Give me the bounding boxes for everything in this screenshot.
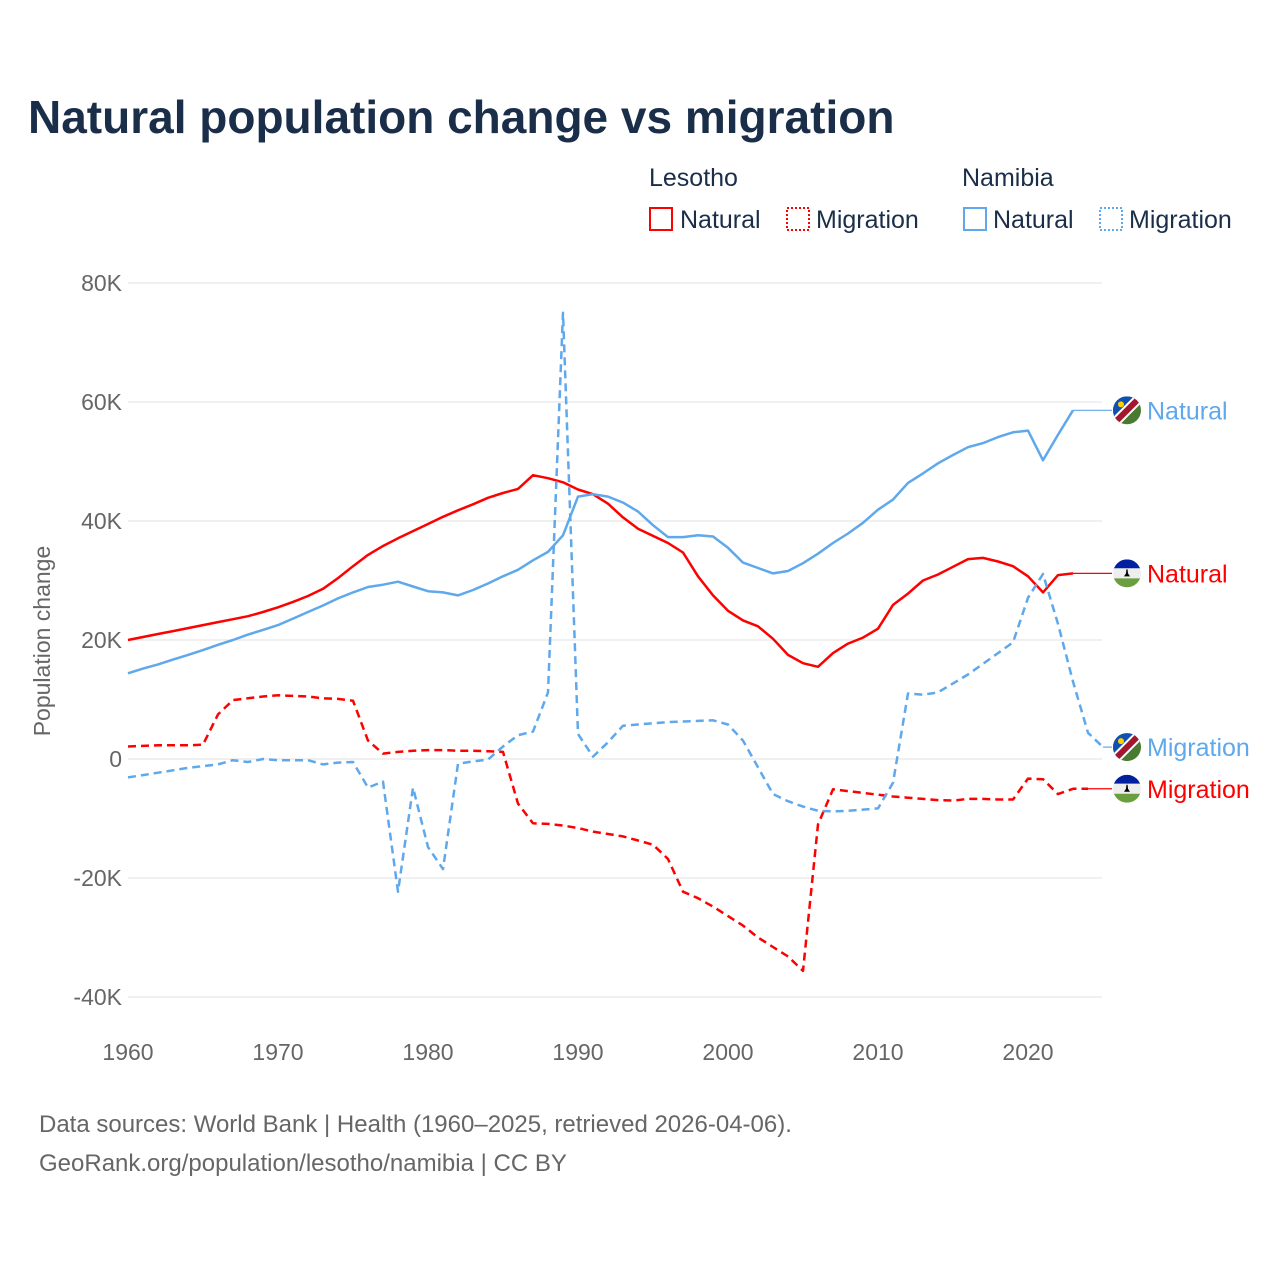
x-tick-label: 1990 [552, 1039, 603, 1065]
x-axis: 1960 1970 1980 1990 2000 2010 2020 [102, 1039, 1053, 1065]
y-tick-label: -40K [73, 984, 122, 1010]
legend-item-lesotho-natural[interactable]: Natural [680, 206, 761, 234]
namibia-flag-icon [1113, 733, 1141, 762]
series-line-namibia-natural[interactable] [127, 409, 1075, 675]
y-tick-label: 0 [109, 746, 122, 772]
legend-swatch-namibia-natural [963, 207, 987, 231]
chart-title: Natural population change vs migration [28, 91, 894, 143]
x-tick-label: 2010 [852, 1039, 903, 1065]
x-tick-label: 1980 [402, 1039, 453, 1065]
series-line-namibia-migration[interactable] [127, 311, 1104, 893]
series-lines [127, 311, 1104, 973]
legend-item-lesotho-migration[interactable]: Migration [816, 206, 919, 234]
footer-attribution[interactable]: GeoRank.org/population/lesotho/namibia |… [39, 1150, 567, 1177]
y-axis-label: Population change [29, 546, 55, 737]
y-tick-label: 80K [81, 270, 123, 296]
end-label-lesotho-natural: Natural [1147, 560, 1228, 588]
y-tick-label: 60K [81, 389, 123, 415]
end-label-namibia-migration: Migration [1147, 734, 1250, 762]
end-label-namibia-natural: Natural [1147, 397, 1228, 425]
y-tick-label: 20K [81, 627, 123, 653]
lesotho-flag-icon [1113, 774, 1141, 803]
y-tick-label: -20K [73, 865, 122, 891]
legend-swatch-lesotho-natural [649, 207, 673, 231]
gridlines [128, 282, 1102, 998]
legend-group-lesotho: Lesotho [649, 164, 738, 192]
namibia-flag-icon [1113, 396, 1141, 425]
legend-item-namibia-natural[interactable]: Natural [993, 206, 1074, 234]
footer-sources: Data sources: World Bank | Health (1960–… [39, 1111, 792, 1138]
x-tick-label: 2020 [1002, 1039, 1053, 1065]
legend-swatch-namibia-migration [1099, 207, 1123, 231]
y-tick-label: 40K [81, 508, 123, 534]
legend-group-namibia: Namibia [962, 164, 1054, 192]
x-tick-label: 2000 [702, 1039, 753, 1065]
x-tick-label: 1960 [102, 1039, 153, 1065]
legend-swatch-lesotho-migration [786, 207, 810, 231]
series-end-labels: Natural Migration Natural Migration [1073, 396, 1250, 804]
legend: Lesotho Natural Migration Namibia Natura… [649, 164, 1232, 234]
y-axis: 80K 60K 40K 20K 0 -20K -40K [73, 270, 122, 1010]
legend-item-namibia-migration[interactable]: Migration [1129, 206, 1232, 234]
series-line-lesotho-migration[interactable] [127, 694, 1088, 973]
end-label-lesotho-migration: Migration [1147, 776, 1250, 804]
x-tick-label: 1970 [252, 1039, 303, 1065]
lesotho-flag-icon [1113, 559, 1141, 588]
series-line-lesotho-natural[interactable] [127, 473, 1074, 669]
